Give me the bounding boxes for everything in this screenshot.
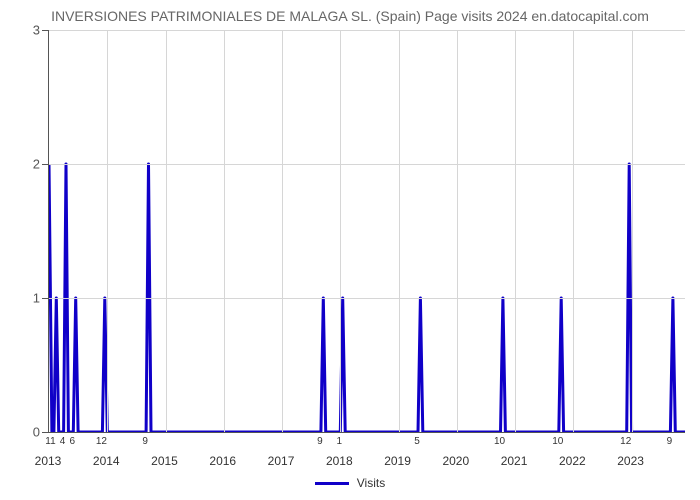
gridline-h — [49, 298, 685, 299]
y-tick — [42, 432, 48, 433]
x-year-label: 2019 — [384, 454, 411, 468]
x-point-label: 1 — [337, 436, 343, 447]
x-year-label: 2022 — [559, 454, 586, 468]
x-year-label: 2023 — [617, 454, 644, 468]
gridline-v — [573, 30, 574, 432]
gridline-v — [166, 30, 167, 432]
gridline-h — [49, 30, 685, 31]
x-year-label: 2020 — [442, 454, 469, 468]
gridline-v — [107, 30, 108, 432]
x-point-label: 12 — [620, 436, 631, 447]
legend-label: Visits — [357, 476, 385, 490]
x-point-label: 9 — [142, 436, 148, 447]
x-year-label: 2013 — [35, 454, 62, 468]
x-year-label: 2017 — [268, 454, 295, 468]
plot-area — [48, 30, 685, 433]
gridline-h — [49, 164, 685, 165]
y-tick — [42, 164, 48, 165]
y-tick-label: 0 — [33, 425, 40, 440]
y-tick-label: 3 — [33, 23, 40, 38]
x-year-label: 2014 — [93, 454, 120, 468]
x-point-label: 1 — [50, 436, 56, 447]
chart-title: INVERSIONES PATRIMONIALES DE MALAGA SL. … — [0, 8, 700, 24]
x-point-label: 9 — [317, 436, 323, 447]
x-point-label: 12 — [96, 436, 107, 447]
y-tick-label: 1 — [33, 291, 40, 306]
x-year-label: 2018 — [326, 454, 353, 468]
x-year-label: 2016 — [209, 454, 236, 468]
y-tick-label: 2 — [33, 157, 40, 172]
x-point-label: 9 — [667, 436, 673, 447]
x-point-label: 10 — [494, 436, 505, 447]
y-tick — [42, 298, 48, 299]
x-year-label: 2015 — [151, 454, 178, 468]
legend: Visits — [0, 476, 700, 490]
x-point-label: 5 — [414, 436, 420, 447]
gridline-v — [457, 30, 458, 432]
x-point-label: 10 — [552, 436, 563, 447]
legend-swatch — [315, 482, 349, 485]
x-year-label: 2021 — [501, 454, 528, 468]
gridline-v — [224, 30, 225, 432]
y-tick — [42, 30, 48, 31]
gridline-v — [632, 30, 633, 432]
gridline-v — [515, 30, 516, 432]
x-point-label: 6 — [69, 436, 75, 447]
line-series — [49, 30, 685, 432]
gridline-v — [399, 30, 400, 432]
gridline-v — [282, 30, 283, 432]
gridline-v — [340, 30, 341, 432]
x-point-label: 4 — [60, 436, 66, 447]
